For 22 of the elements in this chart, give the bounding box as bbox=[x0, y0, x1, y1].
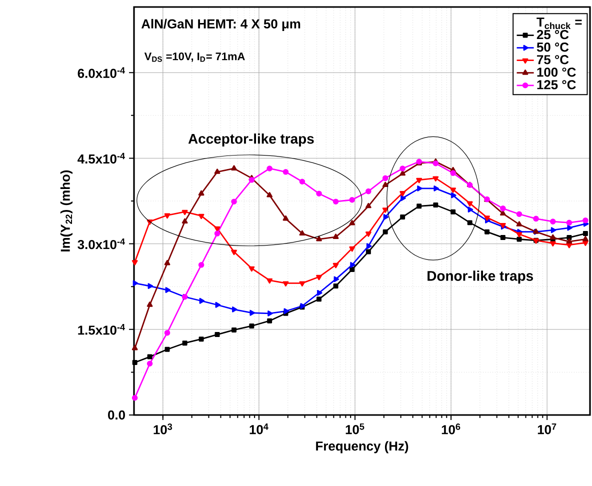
y-tick-label: 0.0 bbox=[108, 410, 125, 420]
x-axis-title: Frequency (Hz) bbox=[316, 441, 408, 454]
x-tick-label: 10$^{6}$ bbox=[442, 424, 460, 434]
x-tick-label: 10$^{4}$ bbox=[250, 424, 268, 434]
y-tick-label: 3.0x10$^{-4}$ bbox=[78, 238, 125, 250]
legend-title: T$_{chuck}$ = bbox=[536, 18, 582, 30]
y-tick-label: 1.5x10$^{-4}$ bbox=[78, 324, 125, 335]
y-tick-label: 6.0x10$^{-4}$ bbox=[78, 67, 125, 78]
legend-label: 75 °C bbox=[537, 55, 569, 64]
legend-label: 100 °C bbox=[537, 68, 576, 77]
x-tick-label: 10$^{3}$ bbox=[154, 424, 172, 434]
annotation: Acceptor-like traps bbox=[188, 134, 314, 147]
annotation: AlN/GaN HEMT: 4 X 50 μm bbox=[141, 18, 300, 31]
x-tick-label: 10$^{5}$ bbox=[346, 424, 364, 434]
annotation: Donor-like traps bbox=[428, 270, 534, 284]
x-tick-label: 10$^{7}$ bbox=[538, 424, 556, 434]
y-tick-label: 4.5x10$^{-4}$ bbox=[78, 152, 125, 164]
legend-label: 125 °C bbox=[537, 80, 576, 90]
y-axis-title: Im(Y$_{22}$) (mho) bbox=[60, 170, 72, 252]
legend-label: 50 °C bbox=[536, 42, 569, 52]
annotation: V$_{DS}$ =10V, I$_{D}$= 71mA bbox=[144, 52, 245, 62]
legend-label: 25 °C bbox=[536, 30, 569, 40]
